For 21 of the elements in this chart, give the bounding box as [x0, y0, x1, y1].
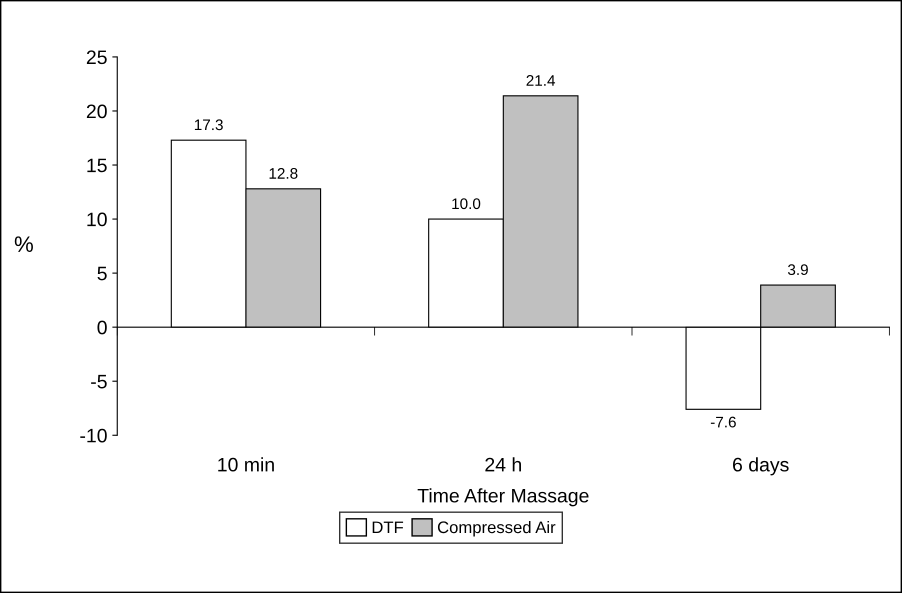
data-label: 17.3	[194, 119, 223, 130]
x-tick-label: 10 min	[218, 457, 274, 472]
y-tick-label: 15	[87, 158, 107, 172]
y-tick-label: -10	[80, 428, 107, 442]
data-label: 10.0	[452, 198, 480, 210]
data-label: 3.9	[788, 264, 808, 276]
y-tick-label: 25	[86, 50, 107, 64]
legend-label: DTF	[372, 522, 404, 534]
x-tick-label: 6 days	[733, 457, 789, 476]
y-tick-label: 0	[97, 320, 107, 334]
data-label: -7.6	[710, 416, 736, 428]
y-tick-label: 5	[98, 266, 107, 280]
data-label: 12.8	[270, 168, 298, 179]
y-axis-title: %	[14, 236, 33, 252]
y-tick-label: 20	[86, 104, 107, 118]
y-tick-label: 10	[87, 212, 107, 226]
x-axis-title: Time After Massage	[418, 488, 589, 506]
legend-label: Compressed Air	[438, 520, 556, 536]
x-tick-label: 24 h	[485, 457, 521, 472]
data-label: 21.4	[526, 75, 556, 86]
y-tick-label: -5	[91, 374, 107, 388]
